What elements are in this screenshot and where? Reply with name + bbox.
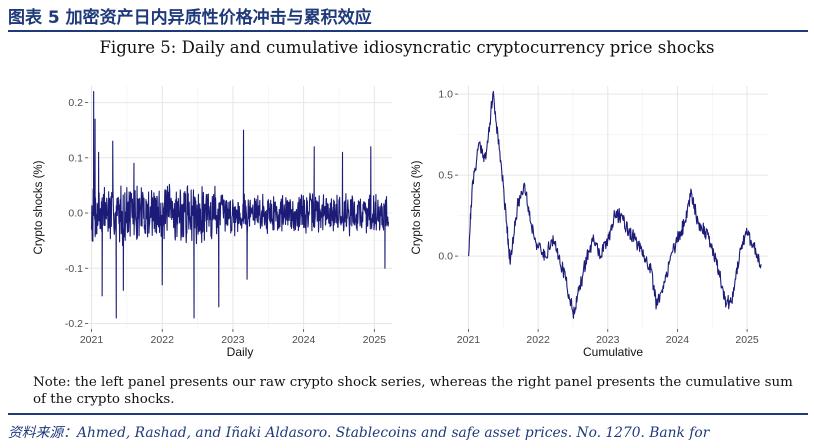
- right-chart-cumulative: 1.0 0.5 0.0 2021 2022 2023 2024 2025 Cumulative C…: [411, 86, 768, 359]
- figure-header-title: 图表 5 加密资产日内异质性价格冲击与累积效应: [8, 8, 372, 28]
- y-tick-label: 1.0: [438, 89, 453, 101]
- x-tick-label: 2025: [363, 334, 387, 346]
- x-tick-label: 2022: [151, 334, 175, 346]
- x-tick-label: 2024: [292, 334, 316, 346]
- y-tick-label: -0.1: [65, 263, 83, 275]
- x-tick-label: 2025: [735, 334, 759, 346]
- y-axis-label: Crypto shocks (%): [411, 160, 423, 254]
- x-tick-label: 2023: [221, 334, 245, 346]
- x-tick-label: 2021: [80, 334, 104, 346]
- y-tick-label: 0.0: [68, 208, 83, 220]
- y-tick-label: 0.2: [68, 97, 83, 109]
- x-tick-label: 2024: [666, 334, 690, 346]
- note-rule: [8, 413, 808, 415]
- x-tick-label: 2022: [526, 334, 550, 346]
- y-tick-label: 0.0: [438, 251, 453, 263]
- x-axis-label: Daily: [227, 345, 254, 359]
- series-line: [467, 90, 762, 319]
- y-tick-label: 0.1: [68, 152, 83, 164]
- header-rule: [8, 30, 808, 32]
- y-tick-label: 0.5: [438, 170, 453, 182]
- left-chart-daily: 0.2 0.1 0.0 -0.1 -0.2 2021 2022 2023 2024 2025 Dai…: [33, 86, 392, 359]
- plot-area: [458, 86, 768, 329]
- figure-title: Figure 5: Daily and cumulative idiosyncr…: [99, 38, 715, 57]
- source-citation: 资料来源：Ahmed, Rashad, and Iñaki Aldasoro. …: [8, 425, 710, 441]
- y-axis-label: Crypto shocks (%): [33, 160, 45, 254]
- x-axis-label: Cumulative: [583, 345, 643, 359]
- series-line: [90, 90, 390, 319]
- y-tick-label: -0.2: [65, 318, 83, 330]
- x-tick-label: 2021: [457, 334, 481, 346]
- figure-note: Note: the left panel presents our raw cr…: [33, 375, 793, 407]
- x-tick-label: 2023: [596, 334, 620, 346]
